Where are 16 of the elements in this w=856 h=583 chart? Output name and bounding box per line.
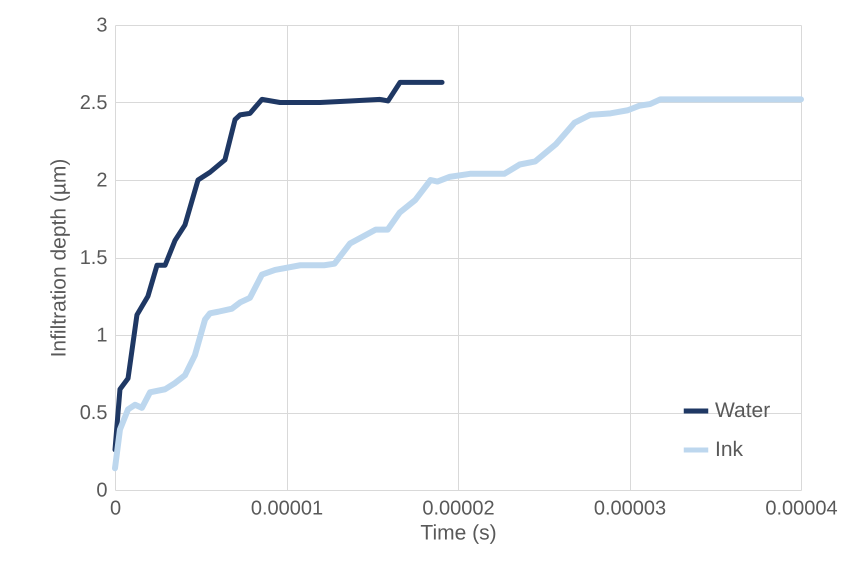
x-tick-label: 0.00001 [250,498,324,520]
legend-label: Water [715,399,770,422]
y-tick-label: 1 [96,324,108,346]
y-tick-label: 0 [96,480,108,502]
y-tick-label: 2.5 [80,92,108,114]
y-tick-label: 1.5 [80,247,108,269]
x-tick-label: 0.00004 [765,498,838,520]
x-axis-title: Time (s) [420,522,497,544]
y-axis-title: Infiltration depth (µm) [48,158,71,358]
y-tick-label: 2 [96,170,108,192]
x-tick-label: 0.00003 [594,498,666,520]
legend-label: Ink [715,438,744,461]
y-tick-label: 0.5 [80,402,108,424]
y-tick-label: 3 [96,14,108,36]
x-tick-label: 0.00002 [422,498,495,520]
x-tick-label: 0 [110,498,122,520]
